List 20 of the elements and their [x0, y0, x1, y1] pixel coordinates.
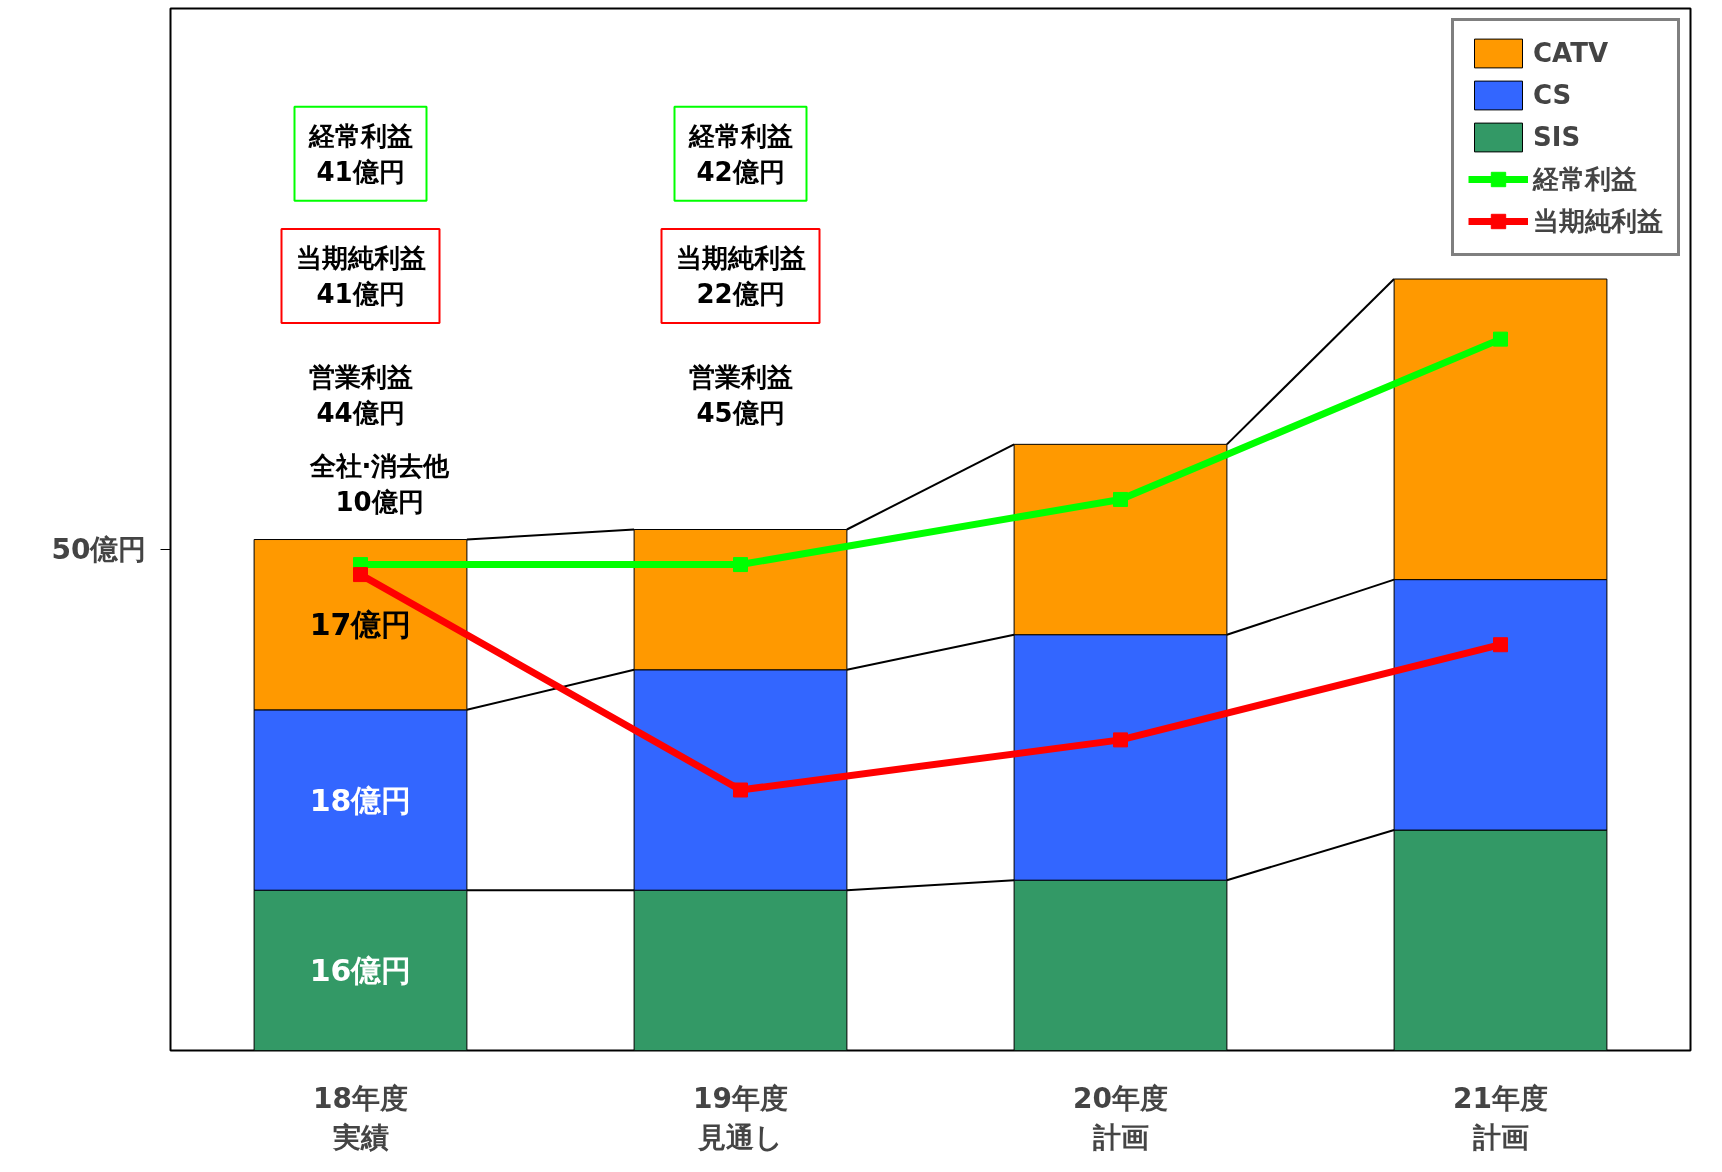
annotation: 経常利益 42億円 — [687, 120, 793, 187]
data-label: 18億円 — [309, 782, 412, 818]
annotation: 営業利益 44億円 — [308, 362, 413, 429]
x-tick-label: 21年度計画 — [1453, 1081, 1548, 1155]
legend-label: SIS — [1533, 122, 1581, 152]
data-label: 16億円 — [309, 952, 412, 988]
annotation: 営業利益 45億円 — [688, 362, 793, 429]
legend-label: CS — [1533, 80, 1572, 110]
annotation: 当期純利益 22億円 — [675, 243, 806, 310]
annotation: 当期純利益 41億円 — [295, 243, 426, 310]
annotation: 全社·消去他 10億円 — [308, 451, 451, 518]
x-tick-label: 20年度計画 — [1073, 1081, 1168, 1155]
x-tick-label: 18年度実績 — [313, 1081, 408, 1155]
legend-label: CATV — [1533, 38, 1609, 68]
data-label: 17億円 — [309, 607, 412, 643]
x-tick-label: 19年度見通し — [693, 1081, 788, 1155]
annotation: 経常利益 41億円 — [307, 120, 413, 187]
y-tick-label: 50億円 — [51, 533, 147, 567]
legend-label: 当期純利益 — [1533, 204, 1663, 238]
legend-label: 経常利益 — [1533, 162, 1637, 196]
